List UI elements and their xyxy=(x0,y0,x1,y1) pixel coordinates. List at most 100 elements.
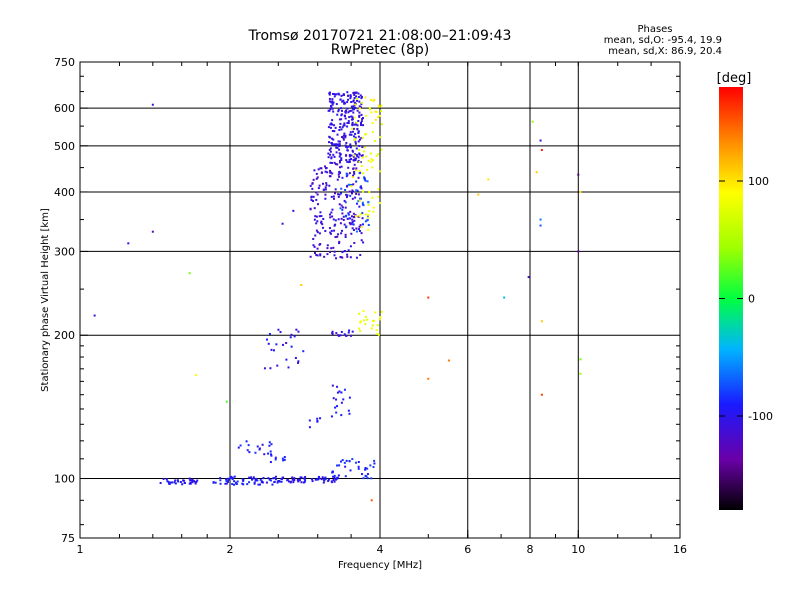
data-point xyxy=(349,97,352,100)
data-point xyxy=(327,479,330,482)
data-point xyxy=(355,123,358,126)
data-point xyxy=(531,120,534,123)
data-point xyxy=(346,107,349,110)
data-point xyxy=(349,146,352,149)
data-point xyxy=(427,377,430,380)
data-point xyxy=(355,169,358,172)
x-tick-label: 6 xyxy=(464,543,471,556)
data-point xyxy=(360,232,363,235)
data-point xyxy=(358,160,361,163)
data-point xyxy=(347,183,350,186)
data-point xyxy=(347,166,350,169)
data-point xyxy=(540,320,543,323)
data-point xyxy=(352,212,355,215)
data-point xyxy=(300,284,303,287)
data-point xyxy=(357,140,360,143)
data-point xyxy=(365,155,368,158)
data-point xyxy=(340,204,343,207)
data-point xyxy=(329,171,332,174)
data-point xyxy=(346,122,349,125)
data-point xyxy=(355,227,358,230)
data-point xyxy=(366,467,369,470)
data-point xyxy=(296,361,299,364)
data-point xyxy=(349,194,352,197)
y-tick-label: 400 xyxy=(54,186,75,199)
data-point xyxy=(377,333,380,336)
data-point xyxy=(367,224,370,227)
data-point xyxy=(338,175,341,178)
data-point xyxy=(344,206,347,209)
data-point xyxy=(340,232,343,235)
chart-title: Tromsø 20170721 21:08:00–21:09:43 xyxy=(248,28,512,44)
data-point xyxy=(353,171,356,174)
data-point xyxy=(196,479,199,482)
data-point xyxy=(354,215,357,218)
data-point xyxy=(350,133,353,136)
data-point xyxy=(351,105,354,108)
data-point xyxy=(338,93,341,96)
data-point xyxy=(350,101,353,104)
data-point xyxy=(267,342,270,345)
data-point xyxy=(319,417,322,420)
data-point xyxy=(355,230,358,233)
data-point xyxy=(340,107,343,110)
data-point xyxy=(371,320,374,323)
data-point xyxy=(337,108,340,111)
data-point xyxy=(292,481,295,484)
data-point xyxy=(292,209,295,212)
data-point xyxy=(342,124,345,127)
data-point xyxy=(367,213,370,216)
data-point xyxy=(316,176,319,179)
data-point xyxy=(346,255,349,258)
data-point xyxy=(358,205,361,208)
data-point xyxy=(214,481,217,484)
data-point xyxy=(351,176,354,179)
data-point xyxy=(376,332,379,335)
data-point xyxy=(283,456,286,459)
data-point xyxy=(339,153,342,156)
data-point xyxy=(360,137,363,140)
data-point xyxy=(349,223,352,226)
data-point xyxy=(274,456,277,459)
data-point xyxy=(285,341,288,344)
data-point xyxy=(372,159,375,162)
data-point xyxy=(339,334,342,337)
data-point xyxy=(320,220,323,223)
data-point xyxy=(282,343,285,346)
data-point xyxy=(350,105,353,108)
data-point xyxy=(351,330,354,333)
data-point xyxy=(340,192,343,195)
data-point xyxy=(340,460,343,463)
data-point xyxy=(357,176,360,179)
stats-title: Phases xyxy=(637,24,672,35)
data-point xyxy=(341,251,344,254)
data-point xyxy=(339,207,342,210)
data-point xyxy=(270,454,273,457)
data-point xyxy=(342,134,345,137)
data-point xyxy=(353,101,356,104)
data-point xyxy=(427,296,430,299)
data-point xyxy=(328,184,331,187)
data-point xyxy=(354,196,357,199)
data-point xyxy=(225,482,228,485)
data-point xyxy=(370,111,373,114)
data-point xyxy=(233,475,236,478)
data-point xyxy=(331,330,334,333)
data-point xyxy=(339,222,342,225)
data-point xyxy=(327,152,330,155)
data-point xyxy=(359,121,362,124)
data-point xyxy=(333,250,336,253)
data-point xyxy=(248,481,251,484)
data-point xyxy=(327,141,330,144)
data-point xyxy=(274,475,277,478)
data-point xyxy=(363,177,366,180)
data-point xyxy=(503,296,506,299)
data-point xyxy=(317,478,320,481)
data-point xyxy=(331,123,334,126)
data-point xyxy=(271,483,274,486)
data-point xyxy=(188,477,191,480)
data-point xyxy=(338,193,341,196)
data-point xyxy=(281,222,284,225)
data-point xyxy=(359,197,362,200)
data-point xyxy=(354,136,357,139)
